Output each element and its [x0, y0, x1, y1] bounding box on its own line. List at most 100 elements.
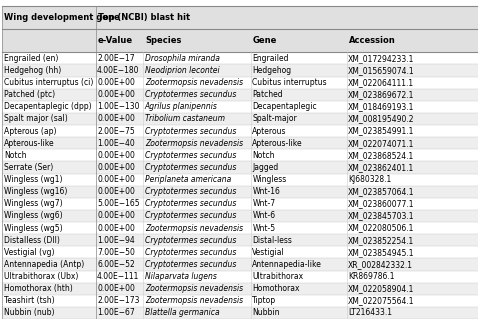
- Text: 2.00E−17: 2.00E−17: [97, 54, 135, 63]
- Text: Cryptotermes secundus: Cryptotermes secundus: [145, 199, 236, 208]
- Bar: [143, 64, 251, 77]
- Text: Periplaneta americana: Periplaneta americana: [145, 175, 231, 184]
- Text: 6.00E−52: 6.00E−52: [97, 260, 135, 269]
- Text: Wingless (wg6): Wingless (wg6): [4, 211, 63, 220]
- Text: Antennapedia (Antp): Antennapedia (Antp): [4, 260, 84, 269]
- Text: XM_023857064.1: XM_023857064.1: [348, 187, 414, 196]
- Bar: [2, 77, 96, 89]
- Bar: [251, 29, 347, 52]
- Text: LT216433.1: LT216433.1: [348, 308, 392, 317]
- Text: Hedgehog (hh): Hedgehog (hh): [4, 66, 61, 75]
- Text: Cryptotermes secundus: Cryptotermes secundus: [145, 127, 236, 136]
- Bar: [251, 186, 347, 198]
- Bar: [2, 258, 96, 271]
- Text: Homothorax: Homothorax: [252, 284, 300, 293]
- Text: Cryptotermes secundus: Cryptotermes secundus: [145, 90, 236, 99]
- Text: Distalless (Dll): Distalless (Dll): [4, 236, 60, 245]
- Text: Top (NCBI) blast hit: Top (NCBI) blast hit: [98, 13, 190, 22]
- Bar: [96, 198, 143, 210]
- Bar: [347, 77, 478, 89]
- Bar: [2, 113, 96, 125]
- Text: Jagged: Jagged: [252, 163, 279, 172]
- Text: Wnt-6: Wnt-6: [252, 211, 275, 220]
- Text: XM_017294233.1: XM_017294233.1: [348, 54, 414, 63]
- Text: 0.00E+00: 0.00E+00: [97, 90, 135, 99]
- Bar: [251, 149, 347, 161]
- Bar: [143, 222, 251, 234]
- Text: Decapentaplegic: Decapentaplegic: [252, 102, 317, 111]
- Bar: [143, 258, 251, 271]
- Text: 1.00E−130: 1.00E−130: [97, 102, 140, 111]
- Text: Hedgehog: Hedgehog: [252, 66, 292, 75]
- Text: 0.00E+00: 0.00E+00: [97, 284, 135, 293]
- Text: 7.00E−50: 7.00E−50: [97, 248, 135, 257]
- Bar: [347, 89, 478, 101]
- Bar: [96, 161, 143, 174]
- Text: Ultrabithorax (Ubx): Ultrabithorax (Ubx): [4, 272, 78, 281]
- Bar: [143, 113, 251, 125]
- Bar: [347, 174, 478, 186]
- Text: Patched: Patched: [252, 90, 283, 99]
- Text: Homothorax (hth): Homothorax (hth): [4, 284, 73, 293]
- Bar: [347, 295, 478, 307]
- Bar: [2, 101, 96, 113]
- Text: 2.00E−173: 2.00E−173: [97, 296, 140, 305]
- Bar: [96, 210, 143, 222]
- Bar: [143, 52, 251, 64]
- Text: XM_023868524.1: XM_023868524.1: [348, 151, 414, 160]
- Bar: [143, 283, 251, 295]
- Bar: [2, 137, 96, 149]
- Bar: [2, 186, 96, 198]
- Bar: [96, 174, 143, 186]
- Text: Antennapedia-like: Antennapedia-like: [252, 260, 322, 269]
- Bar: [143, 234, 251, 246]
- Bar: [2, 307, 96, 319]
- Text: XM_015659074.1: XM_015659074.1: [348, 66, 414, 75]
- Bar: [251, 137, 347, 149]
- Text: Apterous-like: Apterous-like: [252, 139, 303, 148]
- Text: Wingless (wg5): Wingless (wg5): [4, 224, 63, 233]
- Bar: [347, 186, 478, 198]
- Bar: [96, 246, 143, 258]
- Bar: [251, 89, 347, 101]
- Bar: [2, 222, 96, 234]
- Bar: [96, 258, 143, 271]
- Text: 1.00E−67: 1.00E−67: [97, 308, 135, 317]
- Text: 0.00E+00: 0.00E+00: [97, 115, 135, 123]
- Bar: [251, 113, 347, 125]
- Bar: [2, 6, 96, 29]
- Bar: [347, 64, 478, 77]
- Bar: [251, 101, 347, 113]
- Text: XM_018469193.1: XM_018469193.1: [348, 102, 414, 111]
- Bar: [2, 149, 96, 161]
- Text: XM_023852254.1: XM_023852254.1: [348, 236, 414, 245]
- Bar: [96, 283, 143, 295]
- Text: XM_022075564.1: XM_022075564.1: [348, 296, 414, 305]
- Bar: [96, 307, 143, 319]
- Text: Zootermopsis nevadensis: Zootermopsis nevadensis: [145, 284, 243, 293]
- Bar: [347, 52, 478, 64]
- Text: 1.00E−40: 1.00E−40: [97, 139, 135, 148]
- Bar: [2, 198, 96, 210]
- Text: Blattella germanica: Blattella germanica: [145, 308, 219, 317]
- Bar: [251, 198, 347, 210]
- Bar: [96, 125, 143, 137]
- Bar: [2, 125, 96, 137]
- Bar: [2, 246, 96, 258]
- Bar: [347, 210, 478, 222]
- Text: Serrate (Ser): Serrate (Ser): [4, 163, 53, 172]
- Bar: [143, 137, 251, 149]
- Bar: [251, 307, 347, 319]
- Text: XM_023845703.1: XM_023845703.1: [348, 211, 414, 220]
- Bar: [143, 29, 251, 52]
- Bar: [251, 125, 347, 137]
- Text: Agrilus planipennis: Agrilus planipennis: [145, 102, 217, 111]
- Bar: [2, 64, 96, 77]
- Bar: [2, 89, 96, 101]
- Text: Neodiprion lecontei: Neodiprion lecontei: [145, 66, 219, 75]
- Bar: [2, 234, 96, 246]
- Bar: [143, 77, 251, 89]
- Text: Engrailed: Engrailed: [252, 54, 289, 63]
- Bar: [143, 307, 251, 319]
- Bar: [96, 222, 143, 234]
